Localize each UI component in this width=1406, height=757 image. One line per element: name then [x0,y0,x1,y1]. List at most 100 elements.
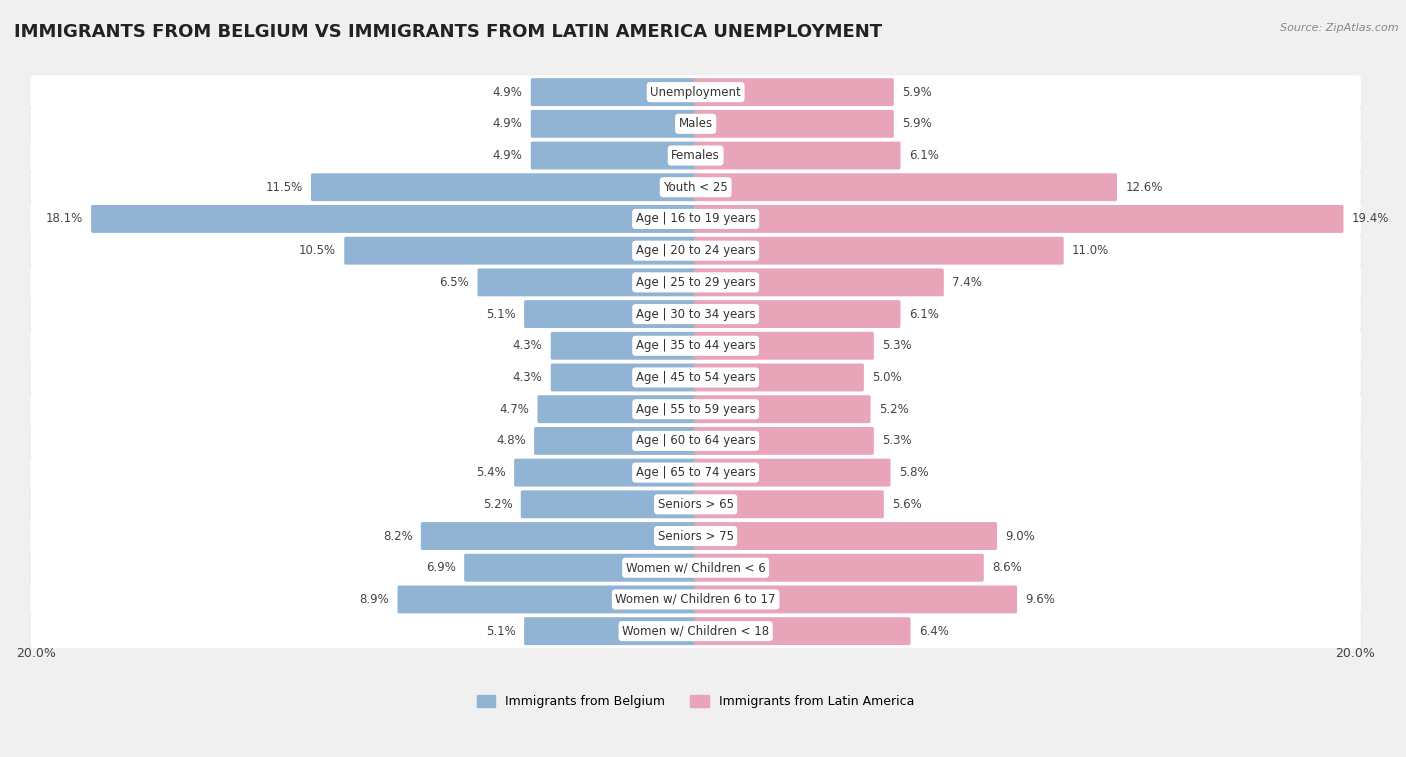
FancyBboxPatch shape [311,173,697,201]
Text: 4.3%: 4.3% [513,339,543,352]
FancyBboxPatch shape [531,110,697,138]
FancyBboxPatch shape [478,269,697,296]
FancyBboxPatch shape [515,459,697,487]
Text: 5.2%: 5.2% [482,498,512,511]
Text: 9.6%: 9.6% [1025,593,1056,606]
Text: 5.3%: 5.3% [882,339,912,352]
Text: Youth < 25: Youth < 25 [664,181,728,194]
Text: Women w/ Children < 18: Women w/ Children < 18 [621,625,769,637]
Text: 6.1%: 6.1% [908,149,939,162]
Text: 6.4%: 6.4% [918,625,949,637]
FancyBboxPatch shape [31,107,1361,141]
FancyBboxPatch shape [30,330,1362,362]
Text: 5.2%: 5.2% [879,403,908,416]
FancyBboxPatch shape [31,392,1361,426]
FancyBboxPatch shape [30,76,1362,108]
Text: Seniors > 75: Seniors > 75 [658,530,734,543]
FancyBboxPatch shape [695,427,875,455]
Text: 5.1%: 5.1% [486,625,516,637]
FancyBboxPatch shape [31,456,1361,490]
Text: 5.9%: 5.9% [903,86,932,98]
FancyBboxPatch shape [30,362,1362,394]
Text: 12.6%: 12.6% [1125,181,1163,194]
Text: 5.0%: 5.0% [872,371,901,384]
FancyBboxPatch shape [31,615,1361,648]
FancyBboxPatch shape [551,332,697,360]
FancyBboxPatch shape [31,360,1361,394]
Text: IMMIGRANTS FROM BELGIUM VS IMMIGRANTS FROM LATIN AMERICA UNEMPLOYMENT: IMMIGRANTS FROM BELGIUM VS IMMIGRANTS FR… [14,23,882,41]
FancyBboxPatch shape [534,427,697,455]
Text: 4.8%: 4.8% [496,435,526,447]
FancyBboxPatch shape [30,488,1362,520]
Text: 4.9%: 4.9% [492,86,523,98]
FancyBboxPatch shape [30,108,1362,140]
FancyBboxPatch shape [30,298,1362,330]
Text: 5.4%: 5.4% [477,466,506,479]
FancyBboxPatch shape [531,78,697,106]
Text: 11.5%: 11.5% [266,181,302,194]
Text: Males: Males [679,117,713,130]
Text: 8.2%: 8.2% [382,530,412,543]
FancyBboxPatch shape [695,554,984,581]
Text: Age | 25 to 29 years: Age | 25 to 29 years [636,276,755,289]
Text: Women w/ Children < 6: Women w/ Children < 6 [626,561,765,575]
Text: 8.9%: 8.9% [360,593,389,606]
FancyBboxPatch shape [537,395,697,423]
FancyBboxPatch shape [695,491,884,519]
Text: Women w/ Children 6 to 17: Women w/ Children 6 to 17 [616,593,776,606]
Text: 18.1%: 18.1% [45,213,83,226]
Text: Source: ZipAtlas.com: Source: ZipAtlas.com [1281,23,1399,33]
Text: 5.1%: 5.1% [486,307,516,320]
FancyBboxPatch shape [695,617,911,645]
Text: 4.9%: 4.9% [492,117,523,130]
FancyBboxPatch shape [30,584,1362,615]
FancyBboxPatch shape [30,394,1362,425]
Text: Seniors > 65: Seniors > 65 [658,498,734,511]
FancyBboxPatch shape [30,456,1362,488]
FancyBboxPatch shape [31,519,1361,553]
Text: Age | 45 to 54 years: Age | 45 to 54 years [636,371,755,384]
FancyBboxPatch shape [551,363,697,391]
FancyBboxPatch shape [524,617,697,645]
FancyBboxPatch shape [31,583,1361,616]
Text: 5.6%: 5.6% [893,498,922,511]
FancyBboxPatch shape [31,424,1361,458]
FancyBboxPatch shape [31,76,1361,109]
FancyBboxPatch shape [31,234,1361,267]
FancyBboxPatch shape [695,142,900,170]
Text: 8.6%: 8.6% [993,561,1022,575]
FancyBboxPatch shape [30,425,1362,456]
Text: 5.3%: 5.3% [882,435,912,447]
FancyBboxPatch shape [695,110,894,138]
Text: 6.5%: 6.5% [440,276,470,289]
FancyBboxPatch shape [30,615,1362,647]
FancyBboxPatch shape [695,522,997,550]
Legend: Immigrants from Belgium, Immigrants from Latin America: Immigrants from Belgium, Immigrants from… [471,690,920,713]
FancyBboxPatch shape [695,205,1344,233]
FancyBboxPatch shape [31,298,1361,331]
FancyBboxPatch shape [30,266,1362,298]
FancyBboxPatch shape [31,551,1361,584]
Text: Unemployment: Unemployment [650,86,741,98]
FancyBboxPatch shape [695,269,943,296]
FancyBboxPatch shape [695,173,1116,201]
FancyBboxPatch shape [695,332,875,360]
Text: Age | 55 to 59 years: Age | 55 to 59 years [636,403,755,416]
FancyBboxPatch shape [695,237,1064,265]
FancyBboxPatch shape [695,459,890,487]
FancyBboxPatch shape [31,202,1361,235]
FancyBboxPatch shape [30,203,1362,235]
Text: 20.0%: 20.0% [1336,646,1375,660]
Text: Age | 65 to 74 years: Age | 65 to 74 years [636,466,755,479]
FancyBboxPatch shape [398,585,697,613]
FancyBboxPatch shape [695,363,863,391]
Text: 6.9%: 6.9% [426,561,456,575]
Text: 6.1%: 6.1% [908,307,939,320]
Text: 9.0%: 9.0% [1005,530,1035,543]
Text: Females: Females [671,149,720,162]
FancyBboxPatch shape [344,237,697,265]
FancyBboxPatch shape [30,520,1362,552]
Text: Age | 20 to 24 years: Age | 20 to 24 years [636,245,755,257]
Text: 4.3%: 4.3% [513,371,543,384]
FancyBboxPatch shape [30,171,1362,203]
